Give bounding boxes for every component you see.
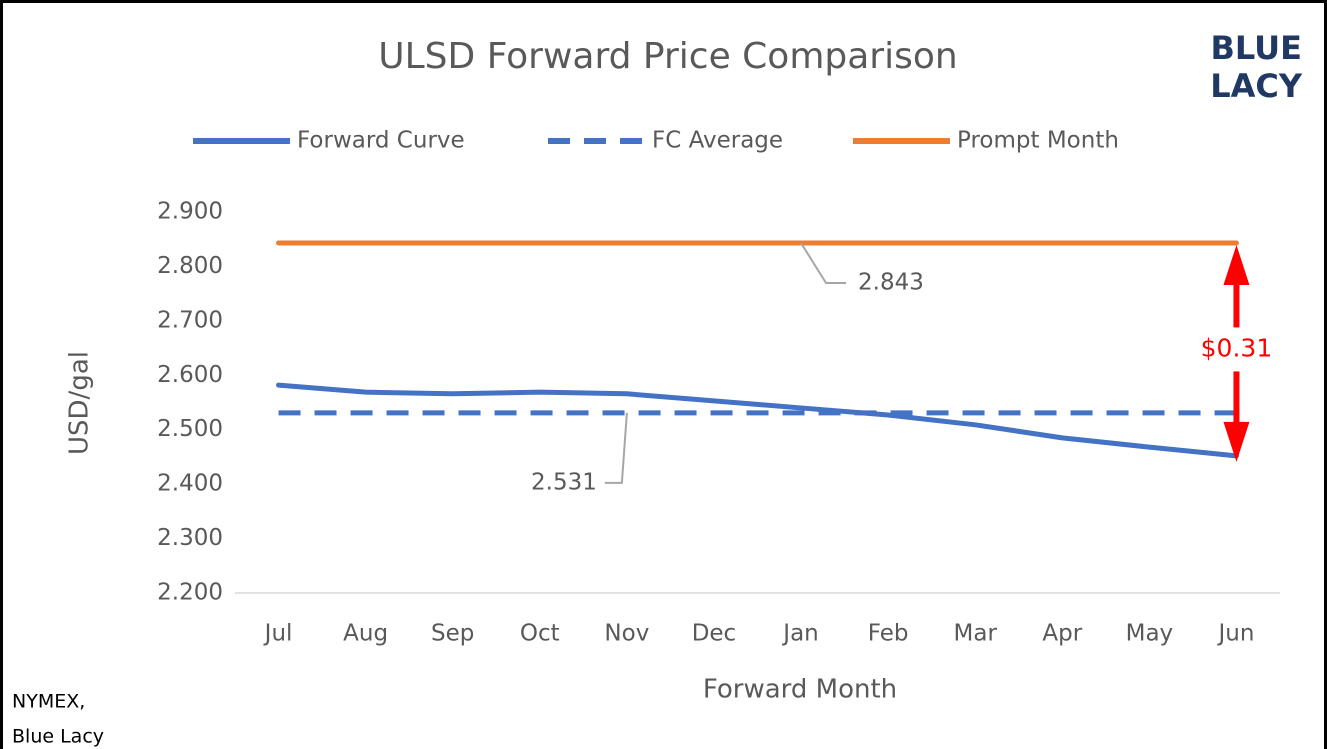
data-label: 2.843 [858,270,924,296]
y-tick-label: 2.500 [157,416,223,442]
x-tick-label: Mar [954,621,998,647]
y-tick-label: 2.800 [157,253,223,279]
x-tick-label: Nov [604,621,649,647]
y-tick-label: 2.700 [157,307,223,333]
y-tick-label: 2.400 [157,471,223,497]
x-tick-label: Jan [781,621,818,647]
x-tick-label: Jul [263,621,293,647]
leader-line [604,412,628,484]
annotation-bg [1191,327,1282,372]
x-tick-label: Apr [1042,621,1082,647]
y-tick-label: 2.600 [157,362,223,388]
x-tick-label: Sep [431,621,474,647]
logo: BLUE [1211,29,1302,67]
x-tick-label: Dec [692,621,737,647]
legend-label: Forward Curve [297,128,465,154]
y-tick-label: 2.200 [157,580,223,606]
data-label: 2.531 [531,469,597,495]
x-tick-label: Oct [520,621,560,647]
x-tick-label: Aug [343,621,388,647]
y-tick-label: 2.900 [157,199,223,225]
legend-label: FC Average [652,128,783,154]
x-tick-label: Jun [1216,621,1254,647]
chart-title: ULSD Forward Price Comparison [378,36,957,77]
x-axis-title: Forward Month [703,675,897,705]
arrow-head [1223,421,1250,462]
series-line [276,382,1239,459]
y-tick-label: 2.300 [157,525,223,551]
x-tick-label: May [1126,621,1174,647]
logo: LACY [1210,67,1303,105]
legend-label: Prompt Month [957,128,1119,154]
source: Blue Lacy [12,726,104,748]
x-tick-label: Feb [868,621,909,647]
y-axis-title: USD/gal [65,351,95,455]
leader-line [800,242,847,285]
annotation: $0.31 [1201,333,1273,362]
arrow-head [1223,245,1250,286]
source: NYMEX, [12,691,85,713]
